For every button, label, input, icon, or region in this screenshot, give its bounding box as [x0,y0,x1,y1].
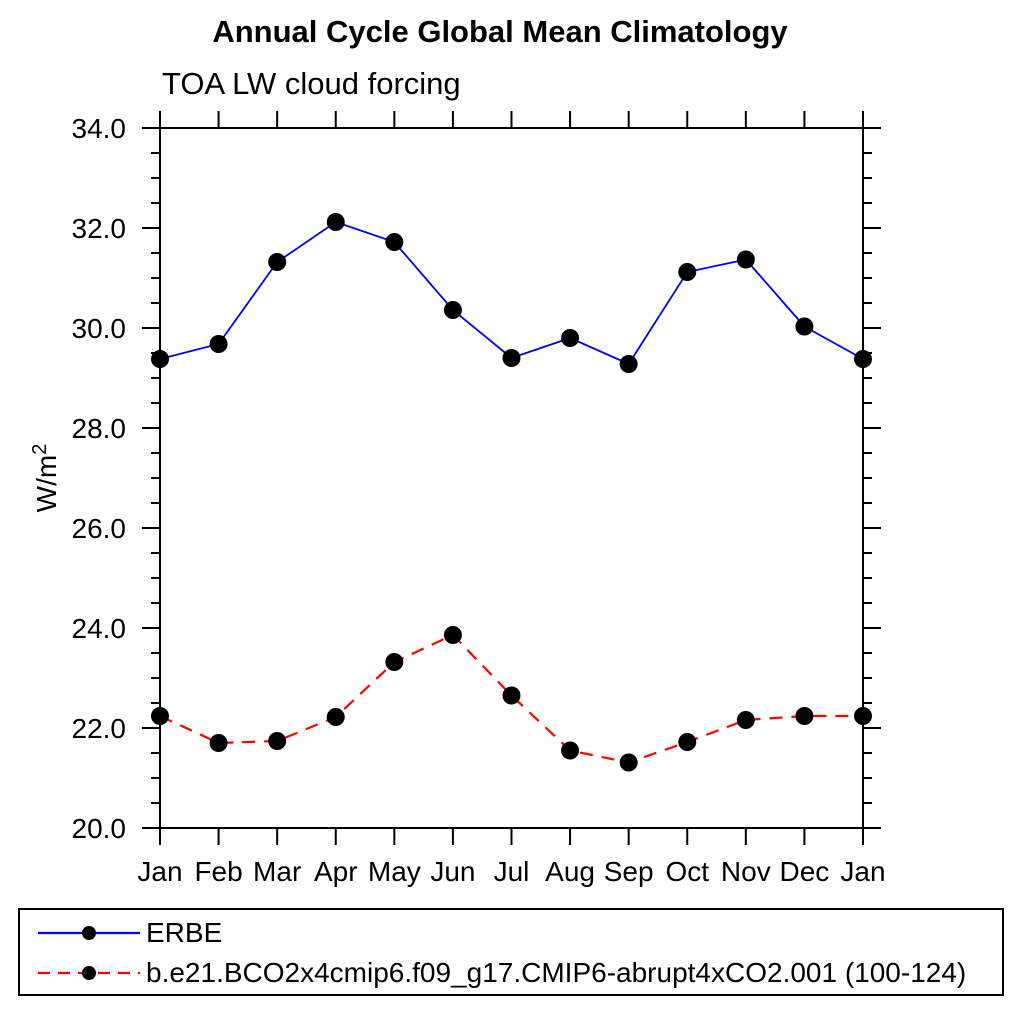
x-tick-label: Nov [721,856,771,887]
x-tick-label: Jan [840,856,885,887]
x-tick-label: Jan [137,856,182,887]
erbe-markers [151,213,872,373]
data-point-marker [561,329,580,347]
data-point-marker [736,711,755,729]
data-point-marker [151,350,169,368]
y-tick-label: 30.0 [72,313,127,344]
legend-item-erbe: ERBE [36,913,1002,953]
legend-box: ERBE b.e21.BCO2x4cmip6.f09_g17.CMIP6-abr… [18,908,1004,996]
data-point-marker [854,350,872,368]
data-point-marker [795,707,814,725]
data-point-marker [443,301,462,319]
data-point-marker [736,250,755,269]
data-point-marker [209,335,228,353]
x-tick-label: Oct [665,856,709,887]
x-axis-ticks [159,111,864,845]
legend-item-model: b.e21.BCO2x4cmip6.f09_g17.CMIP6-abrupt4x… [36,953,1002,993]
y-tick-label: 34.0 [72,113,127,144]
y-tick-label: 28.0 [72,413,127,444]
y-axis-tick-labels: 20.0 22.0 24.0 26.0 28.0 30.0 32.0 34.0 [72,113,127,844]
legend-label-erbe: ERBE [146,917,223,948]
data-point-marker [268,732,287,750]
x-tick-label: Feb [194,856,242,887]
y-tick-label: 22.0 [72,713,127,744]
x-tick-label: Jun [430,856,475,887]
data-point-marker [326,708,345,726]
data-point-marker [619,753,638,772]
data-point-marker [502,349,521,367]
chart-title: Annual Cycle Global Mean Climatology [212,14,788,49]
chart-subtitle: TOA LW cloud forcing [162,66,461,101]
data-point-marker [385,233,404,251]
data-point-marker [619,355,638,373]
data-point-marker [502,686,521,705]
data-point-marker [209,734,228,752]
legend-label-model: b.e21.BCO2x4cmip6.f09_g17.CMIP6-abrupt4x… [146,957,967,988]
data-point-marker [678,263,697,281]
y-tick-label: 20.0 [72,813,127,844]
x-axis-tick-labels: Jan Feb Mar Apr May Jun Jul Aug Sep Oct Nov Dec Jan [137,856,885,887]
data-point-marker [795,317,814,336]
data-point-marker [385,653,404,671]
data-point-marker [561,741,580,760]
data-point-marker [268,253,287,271]
data-point-marker [854,707,872,725]
x-tick-label: Mar [253,856,301,887]
erbe-line-sample [38,926,140,940]
plot-border [159,127,864,829]
data-point-marker [678,733,697,751]
model-markers [151,626,872,772]
x-tick-label: May [368,856,421,887]
erbe-line [159,221,864,366]
x-tick-label: Aug [545,856,595,887]
x-tick-label: Dec [780,856,830,887]
data-point-marker [151,707,169,725]
y-tick-label: 24.0 [72,613,127,644]
legend-sample-marker [82,926,96,940]
legend-sample-marker [82,966,96,980]
data-point-marker [326,213,345,231]
x-tick-label: Apr [314,856,358,887]
data-point-marker [443,626,462,644]
y-axis-ticks [142,127,881,829]
y-tick-label: 32.0 [72,213,127,244]
x-tick-label: Jul [494,856,530,887]
model-line-sample [38,966,140,980]
y-tick-label: 26.0 [72,513,127,544]
x-tick-label: Sep [604,856,654,887]
